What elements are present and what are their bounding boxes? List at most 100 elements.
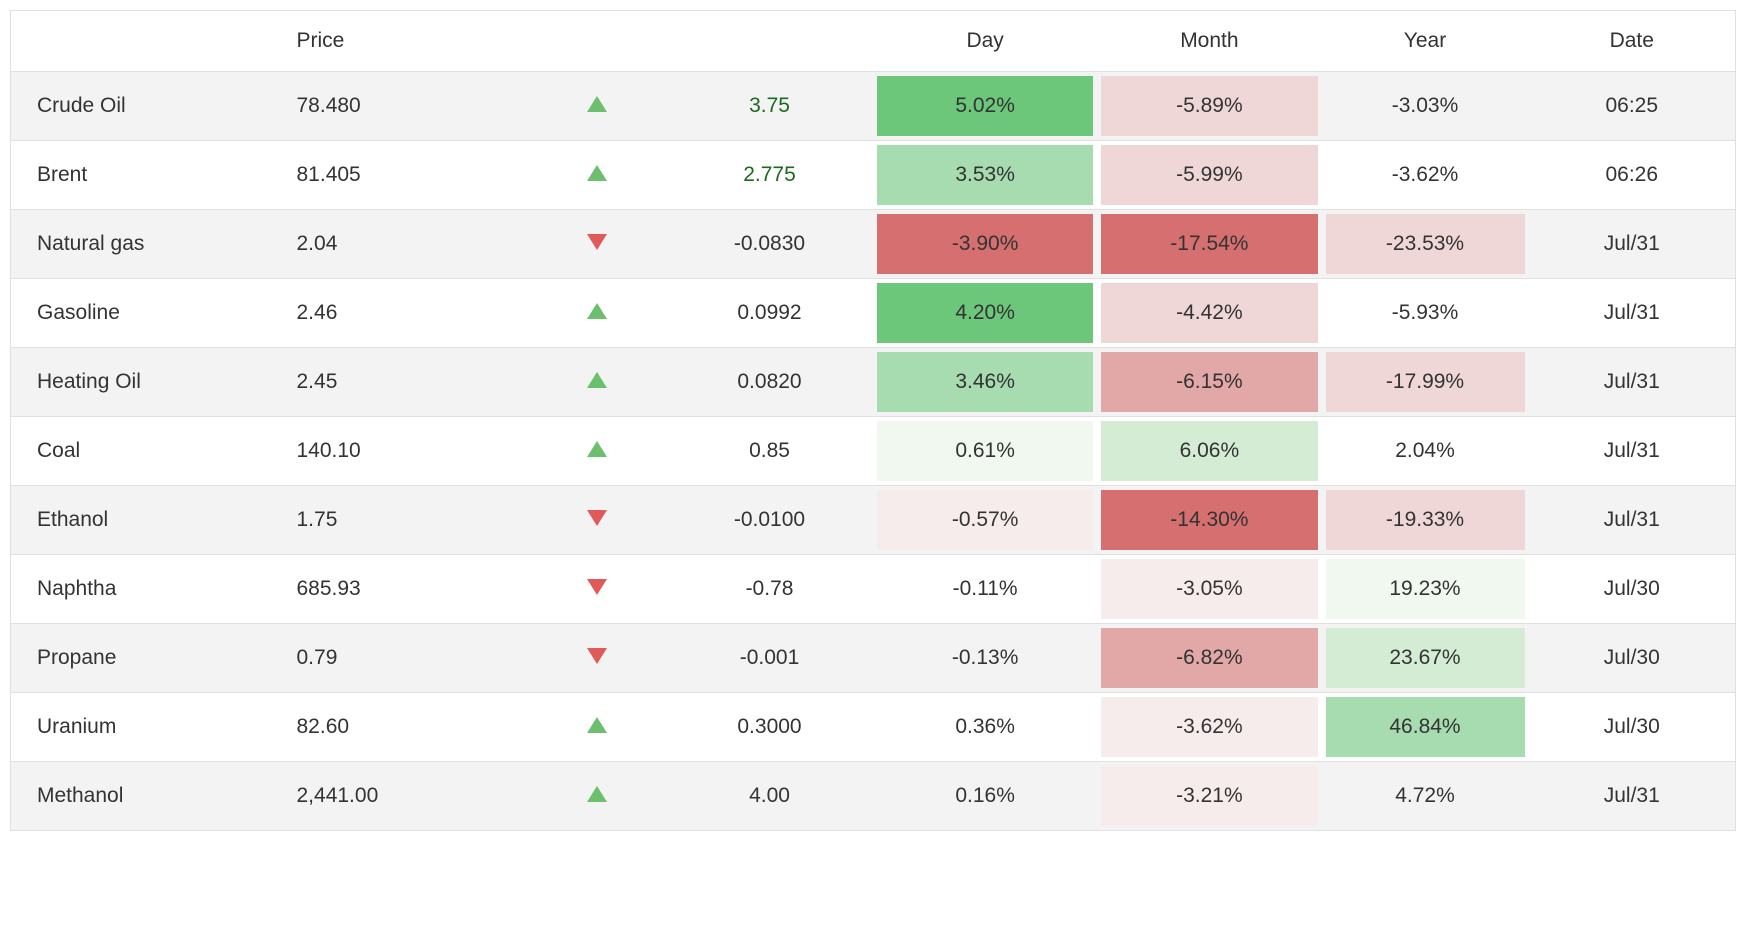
header-year[interactable]: Year bbox=[1322, 11, 1529, 72]
year-pct: 19.23% bbox=[1322, 555, 1529, 624]
day-pct: 0.61% bbox=[873, 417, 1097, 486]
change-value: 0.3000 bbox=[666, 693, 873, 762]
month-pct: -5.99% bbox=[1097, 141, 1321, 210]
table-row[interactable]: Propane0.79 -0.001-0.13%-6.82%23.67%Jul/3… bbox=[11, 624, 1736, 693]
day-pct: 3.46% bbox=[873, 348, 1097, 417]
table-row[interactable]: Coal140.100.850.61%6.06%2.04%Jul/31 bbox=[11, 417, 1736, 486]
change-value: -0.78 bbox=[666, 555, 873, 624]
year-pct: -17.99% bbox=[1322, 348, 1529, 417]
price-value: 1.75 bbox=[287, 486, 529, 555]
price-value: 2.04 bbox=[287, 210, 529, 279]
commodity-name[interactable]: Crude Oil bbox=[11, 72, 287, 141]
triangle-down-icon bbox=[528, 555, 666, 624]
triangle-up-icon bbox=[528, 762, 666, 831]
price-value: 140.10 bbox=[287, 417, 529, 486]
commodity-name[interactable]: Heating Oil bbox=[11, 348, 287, 417]
day-pct: -3.90% bbox=[873, 210, 1097, 279]
table-row[interactable]: Brent81.4052.7753.53%-5.99%-3.62%06:26 bbox=[11, 141, 1736, 210]
header-date[interactable]: Date bbox=[1529, 11, 1736, 72]
header-name[interactable] bbox=[11, 11, 287, 72]
table-row[interactable]: Ethanol1.75 -0.0100-0.57%-14.30%-19.33%Ju… bbox=[11, 486, 1736, 555]
price-value: 81.405 bbox=[287, 141, 529, 210]
commodity-name[interactable]: Methanol bbox=[11, 762, 287, 831]
date-value: 06:26 bbox=[1529, 141, 1736, 210]
day-pct: -0.11% bbox=[873, 555, 1097, 624]
change-value: 2.775 bbox=[666, 141, 873, 210]
table-row[interactable]: Crude Oil78.4803.755.02%-5.89%-3.03%06:2… bbox=[11, 72, 1736, 141]
table-row[interactable]: Natural gas2.04 -0.0830-3.90%-17.54%-23.5… bbox=[11, 210, 1736, 279]
commodity-name[interactable]: Coal bbox=[11, 417, 287, 486]
price-value: 2,441.00 bbox=[287, 762, 529, 831]
day-pct: 0.16% bbox=[873, 762, 1097, 831]
year-pct: -19.33% bbox=[1322, 486, 1529, 555]
year-pct: 46.84% bbox=[1322, 693, 1529, 762]
month-pct: 6.06% bbox=[1097, 417, 1321, 486]
triangle-up-icon bbox=[528, 72, 666, 141]
date-value: Jul/30 bbox=[1529, 624, 1736, 693]
triangle-up-icon bbox=[528, 693, 666, 762]
commodities-table: Price Day Month Year Date Crude Oil78.48… bbox=[10, 10, 1736, 831]
commodity-name[interactable]: Naphtha bbox=[11, 555, 287, 624]
triangle-down-icon bbox=[528, 486, 666, 555]
price-value: 2.45 bbox=[287, 348, 529, 417]
table-row[interactable]: Methanol2,441.004.000.16%-3.21%4.72%Jul/… bbox=[11, 762, 1736, 831]
date-value: Jul/31 bbox=[1529, 486, 1736, 555]
header-day[interactable]: Day bbox=[873, 11, 1097, 72]
day-pct: -0.57% bbox=[873, 486, 1097, 555]
date-value: Jul/30 bbox=[1529, 693, 1736, 762]
change-value: 3.75 bbox=[666, 72, 873, 141]
commodity-name[interactable]: Brent bbox=[11, 141, 287, 210]
commodity-name[interactable]: Gasoline bbox=[11, 279, 287, 348]
table-row[interactable]: Heating Oil2.45 0.08203.46%-6.15%-17.99%J… bbox=[11, 348, 1736, 417]
month-pct: -14.30% bbox=[1097, 486, 1321, 555]
month-pct: -3.21% bbox=[1097, 762, 1321, 831]
header-month[interactable]: Month bbox=[1097, 11, 1321, 72]
date-value: 06:25 bbox=[1529, 72, 1736, 141]
month-pct: -3.62% bbox=[1097, 693, 1321, 762]
commodity-name[interactable]: Natural gas bbox=[11, 210, 287, 279]
triangle-up-icon bbox=[528, 348, 666, 417]
triangle-up-icon bbox=[528, 141, 666, 210]
year-pct: -5.93% bbox=[1322, 279, 1529, 348]
month-pct: -6.82% bbox=[1097, 624, 1321, 693]
table-header-row: Price Day Month Year Date bbox=[11, 11, 1736, 72]
change-value: -0.001 bbox=[666, 624, 873, 693]
triangle-down-icon bbox=[528, 210, 666, 279]
year-pct: 2.04% bbox=[1322, 417, 1529, 486]
day-pct: -0.13% bbox=[873, 624, 1097, 693]
month-pct: -4.42% bbox=[1097, 279, 1321, 348]
date-value: Jul/31 bbox=[1529, 417, 1736, 486]
table-row[interactable]: Uranium82.600.30000.36%-3.62%46.84%Jul/3… bbox=[11, 693, 1736, 762]
price-value: 0.79 bbox=[287, 624, 529, 693]
date-value: Jul/31 bbox=[1529, 279, 1736, 348]
month-pct: -17.54% bbox=[1097, 210, 1321, 279]
commodity-name[interactable]: Propane bbox=[11, 624, 287, 693]
price-value: 78.480 bbox=[287, 72, 529, 141]
month-pct: -3.05% bbox=[1097, 555, 1321, 624]
commodity-name[interactable]: Uranium bbox=[11, 693, 287, 762]
month-pct: -6.15% bbox=[1097, 348, 1321, 417]
year-pct: -3.62% bbox=[1322, 141, 1529, 210]
table-row[interactable]: Naphtha685.93 -0.78-0.11%-3.05%19.23%Jul/… bbox=[11, 555, 1736, 624]
header-price[interactable]: Price bbox=[287, 11, 529, 72]
date-value: Jul/31 bbox=[1529, 348, 1736, 417]
year-pct: -3.03% bbox=[1322, 72, 1529, 141]
change-value: 4.00 bbox=[666, 762, 873, 831]
table-row[interactable]: Gasoline2.46 0.09924.20%-4.42%-5.93%Jul/3… bbox=[11, 279, 1736, 348]
change-value: -0.0830 bbox=[666, 210, 873, 279]
price-value: 685.93 bbox=[287, 555, 529, 624]
year-pct: 23.67% bbox=[1322, 624, 1529, 693]
triangle-down-icon bbox=[528, 624, 666, 693]
year-pct: 4.72% bbox=[1322, 762, 1529, 831]
date-value: Jul/30 bbox=[1529, 555, 1736, 624]
change-value: 0.0992 bbox=[666, 279, 873, 348]
commodity-name[interactable]: Ethanol bbox=[11, 486, 287, 555]
day-pct: 4.20% bbox=[873, 279, 1097, 348]
change-value: -0.0100 bbox=[666, 486, 873, 555]
day-pct: 0.36% bbox=[873, 693, 1097, 762]
year-pct: -23.53% bbox=[1322, 210, 1529, 279]
date-value: Jul/31 bbox=[1529, 210, 1736, 279]
price-value: 2.46 bbox=[287, 279, 529, 348]
change-value: 0.0820 bbox=[666, 348, 873, 417]
header-arrow bbox=[528, 11, 666, 72]
